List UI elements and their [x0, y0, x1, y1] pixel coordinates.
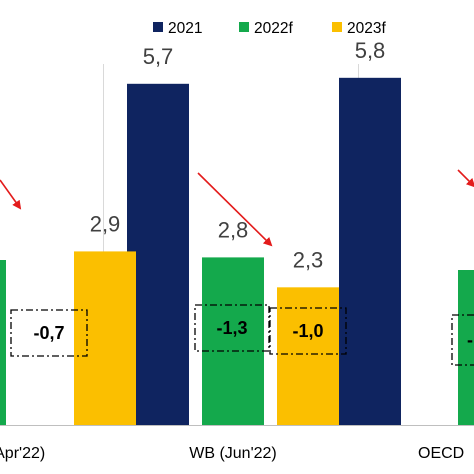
value-labels: 2,9 5,7 2,8 2,3 5,8 — [90, 38, 386, 273]
revision-label-wb-jun-22-2022f: -1,3 — [216, 318, 247, 338]
revision-label-apr-22-2023f: -0,7 — [33, 323, 64, 343]
revision-arrows — [0, 169, 474, 247]
bar-apr-22-2022f-partial — [0, 260, 6, 425]
category-label-apr-22: (Apr'22) — [0, 445, 45, 462]
value-label-apr-22-2023f: 2,9 — [90, 211, 121, 236]
revision-box-wb-jun-22-2023f — [269, 307, 347, 355]
legend-swatch-2022f — [239, 22, 249, 32]
legend-label-2022f: 2022f — [254, 20, 293, 37]
revision-box-oecd-2022f — [451, 314, 474, 366]
bar-wb-jun-22-2022f — [202, 257, 264, 425]
legend: 2021 2022f 2023f — [153, 20, 386, 37]
revision-box-apr-22-2023f — [10, 309, 88, 357]
revision-label-wb-jun-22-2023f: -1,0 — [292, 321, 323, 341]
revision-arrow-wb-jun-22 — [197, 172, 273, 247]
revision-boxes: -0,7 -1,3 -1,0 - — [10, 304, 474, 366]
bar-apr-22-2023f — [74, 251, 136, 425]
category-labels: (Apr'22) WB (Jun'22) OECD — [0, 445, 464, 462]
value-label-wb-jun-22-2022f: 2,8 — [218, 217, 249, 242]
category-label-wb-jun-22: WB (Jun'22) — [189, 445, 277, 462]
revision-arrow-apr-22 — [0, 179, 22, 210]
legend-swatch-2023f — [332, 22, 342, 32]
category-label-oecd: OECD — [418, 445, 464, 462]
value-label-wb-jun-22-2021: 5,7 — [143, 44, 174, 69]
revision-box-wb-jun-22-2022f — [194, 304, 270, 352]
legend-label-2021: 2021 — [168, 20, 202, 37]
legend-label-2023f: 2023f — [347, 20, 386, 37]
value-label-wb-jun-22-2023f: 2,3 — [293, 247, 324, 272]
value-label-oecd-2021: 5,8 — [355, 38, 386, 63]
bar-wb-jun-22-2023f — [277, 287, 339, 425]
bar-oecd-2021 — [339, 77, 401, 426]
bars — [0, 77, 474, 426]
revision-label-oecd-2022f: - — [467, 330, 473, 350]
bar-oecd-2022f-partial — [458, 270, 474, 425]
bar-wb-jun-22-2021 — [127, 83, 189, 425]
legend-swatch-2021 — [153, 22, 163, 32]
revision-arrow-oecd — [457, 169, 474, 188]
